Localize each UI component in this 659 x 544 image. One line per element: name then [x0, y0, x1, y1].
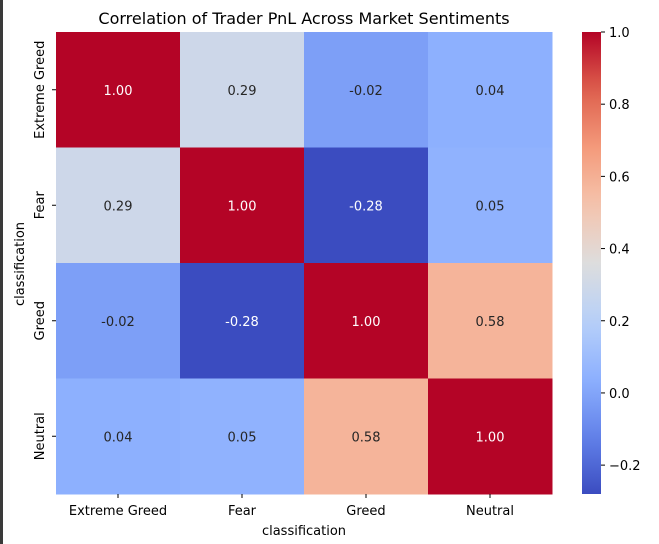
- chart-title: Correlation of Trader PnL Across Market …: [98, 9, 509, 28]
- cell-value-label: 0.29: [104, 199, 133, 214]
- heatmap-cell-extreme-greed-extreme-greed: [56, 32, 181, 148]
- y-tick-label: Extreme Greed: [33, 41, 48, 139]
- colorbar: [582, 32, 601, 494]
- heatmap-cell-greed-extreme-greed: [56, 263, 181, 379]
- colorbar-ticks: −0.2 0.0 0.2 0.4 0.6 0.8 1.0: [601, 26, 641, 474]
- x-axis-ticks: Extreme Greed Fear Greed Neutral: [69, 494, 514, 519]
- heatmap-cell-neutral-neutral: [428, 378, 553, 495]
- heatmap-cell-fear-greed: [304, 147, 429, 264]
- colorbar-tick-label: 0.6: [609, 170, 630, 185]
- heatmap-cell-neutral-greed: [304, 378, 429, 495]
- cell-value-label: 0.05: [228, 430, 257, 445]
- colorbar-tick-label: 0.2: [609, 315, 630, 330]
- cell-value-label: 0.04: [476, 84, 505, 99]
- heatmap-cell-greed-greed: [304, 263, 429, 379]
- cell-value-label: 1.00: [476, 430, 505, 445]
- cell-value-label: 0.05: [476, 199, 505, 214]
- heatmap-cells: 1.00 0.29 -0.02 0.04 0.29 1.00 -0.28 0.05 -0.02 -…: [56, 32, 553, 495]
- colorbar-tick-label: 0.4: [609, 243, 630, 258]
- heatmap-cell-fear-extreme-greed: [56, 147, 181, 264]
- cell-value-label: 1.00: [104, 84, 133, 99]
- cell-value-label: 0.04: [104, 430, 133, 445]
- x-axis-label: classification: [262, 524, 346, 539]
- heatmap-cell-greed-neutral: [428, 263, 553, 379]
- x-tick-label: Extreme Greed: [69, 504, 167, 519]
- y-axis-ticks: Extreme Greed Fear Greed Neutral: [33, 41, 56, 460]
- y-tick-label: Neutral: [33, 412, 48, 460]
- colorbar-tick-label: 0.0: [609, 387, 630, 402]
- cell-value-label: -0.02: [349, 84, 383, 99]
- colorbar-tick-label: 0.8: [609, 98, 630, 113]
- x-tick-label: Neutral: [466, 504, 514, 519]
- cell-value-label: 1.00: [228, 199, 257, 214]
- heatmap-cell-fear-fear: [180, 147, 305, 264]
- heatmap-cell-neutral-fear: [180, 378, 305, 495]
- y-axis-label: classification: [13, 222, 28, 306]
- cell-value-label: 1.00: [352, 315, 381, 330]
- heatmap-cell-extreme-greed-neutral: [428, 32, 553, 148]
- heatmap-cell-greed-fear: [180, 263, 305, 379]
- heatmap-cell-neutral-extreme-greed: [56, 378, 181, 495]
- cell-value-label: -0.28: [349, 199, 383, 214]
- cell-value-label: -0.28: [225, 315, 259, 330]
- cell-value-label: 0.58: [352, 430, 381, 445]
- x-tick-label: Greed: [346, 504, 385, 519]
- y-tick-label: Fear: [33, 191, 48, 220]
- cell-value-label: -0.02: [101, 315, 135, 330]
- y-tick-label: Greed: [33, 301, 48, 340]
- heatmap-cell-extreme-greed-fear: [180, 32, 305, 148]
- heatmap-cell-fear-neutral: [428, 147, 553, 264]
- x-tick-label: Fear: [228, 504, 257, 519]
- colorbar-tick-label: −0.2: [609, 459, 641, 474]
- colorbar-tick-label: 1.0: [609, 26, 630, 41]
- cell-value-label: 0.29: [228, 84, 257, 99]
- cell-value-label: 0.58: [476, 315, 505, 330]
- window-edge: [0, 0, 3, 544]
- heatmap-cell-extreme-greed-greed: [304, 32, 429, 148]
